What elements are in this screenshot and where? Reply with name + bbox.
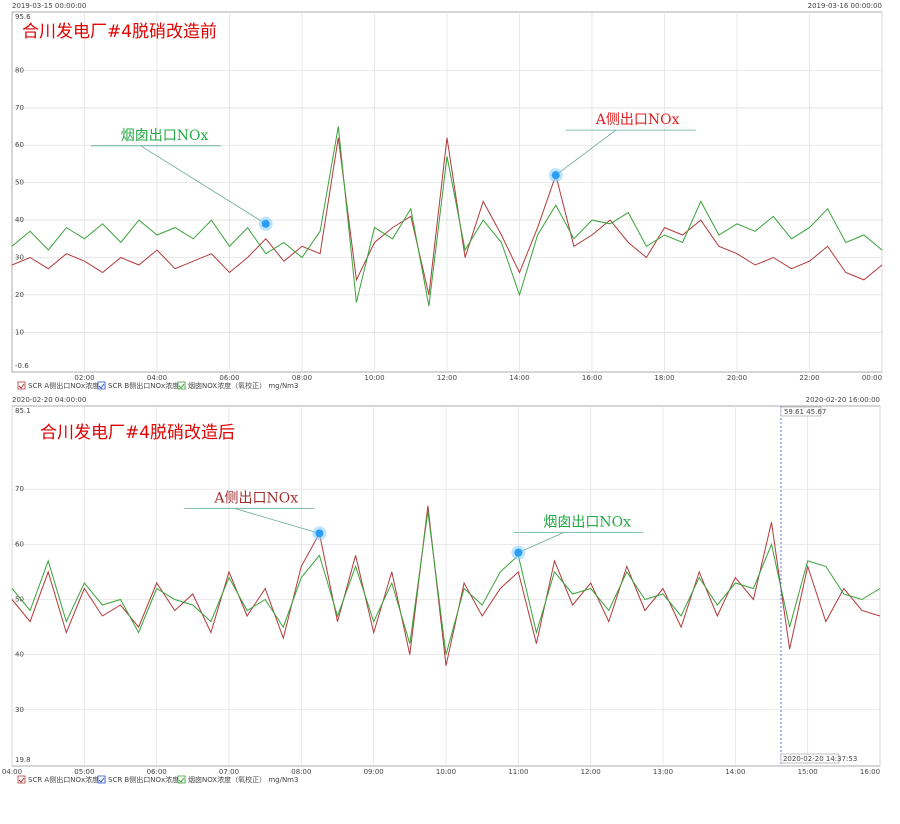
annotation-text: A侧出口NOx	[595, 112, 680, 128]
x-tick-label: 12:00	[437, 374, 457, 382]
start-label: 2020-02-20 04:00:00	[12, 396, 86, 404]
legend-checkbox[interactable]	[177, 775, 186, 784]
y-tick-label: 70	[15, 485, 24, 493]
x-tick-label: 14:00	[725, 768, 745, 776]
cursor-readout: 59.61 45.67	[784, 408, 826, 416]
y-tick-label: 40	[15, 216, 24, 224]
y-tick-label: 20	[15, 291, 24, 299]
x-tick-label: 06:00	[147, 768, 167, 776]
annotation-point	[551, 171, 560, 180]
y-tick-label: 50	[15, 179, 24, 187]
y-tick-label: 30	[15, 253, 24, 261]
legend-checkbox[interactable]	[17, 381, 26, 390]
x-tick-label: 10:00	[436, 768, 456, 776]
annotation-leader	[518, 532, 564, 554]
x-tick-label: 16:00	[582, 374, 602, 382]
annotation-leader	[234, 507, 320, 534]
y-min-label: -0.6	[15, 362, 29, 370]
x-tick-label: 16:00	[860, 768, 880, 776]
x-tick-label: 04:00	[147, 374, 167, 382]
x-tick-label: 09:00	[364, 768, 384, 776]
x-tick-label: 10:00	[364, 374, 384, 382]
annotation-point	[315, 529, 324, 538]
chart-title: 合川发电厂#4脱硝改造后	[40, 423, 235, 443]
y-tick-label: 50	[15, 596, 24, 604]
annotation-text: 烟囱出口NOx	[543, 515, 631, 531]
annotation-leader	[140, 145, 266, 225]
x-tick-label: 12:00	[581, 768, 601, 776]
series-line	[11, 137, 883, 296]
x-tick-label: 20:00	[727, 374, 747, 382]
legend-checkbox[interactable]	[97, 775, 106, 784]
annotation-text: 烟囱出口NOx	[121, 128, 209, 144]
legend-label: 烟囱NOX浓度（氧校正） mg/Nm3	[188, 775, 298, 784]
cursor-readout-box	[780, 406, 822, 417]
annotation-text: A侧出口NOx	[213, 490, 298, 506]
x-tick-label: 00:00	[862, 374, 882, 382]
x-tick-label: 11:00	[508, 768, 528, 776]
cursor-label: 2020-02-20 14:37:53	[783, 755, 857, 763]
start-label: 2019-03-15 00:00:00	[12, 2, 86, 10]
annotation-leader	[555, 129, 616, 176]
y-max-label: 85.1	[15, 407, 31, 415]
x-tick-label: 15:00	[798, 768, 818, 776]
end-label: 2020-02-20 16:00:00	[806, 396, 880, 404]
legend-check	[178, 383, 185, 389]
x-tick-label: 14:00	[509, 374, 529, 382]
x-tick-label: 02:00	[74, 374, 94, 382]
series-line	[11, 505, 881, 666]
legend-checkbox[interactable]	[17, 775, 26, 784]
legend-label: SCR B侧出口NOx浓度高	[108, 775, 186, 784]
y-min-label: 19.8	[15, 756, 31, 764]
series-line	[11, 511, 881, 655]
cursor-label-box	[780, 753, 840, 764]
legend-label: SCR A侧出口NOx浓度高	[28, 381, 106, 390]
y-tick-label: 60	[15, 141, 24, 149]
y-tick-label: 70	[15, 104, 24, 112]
x-tick-label: 04:00	[2, 768, 22, 776]
x-tick-label: 08:00	[291, 768, 311, 776]
y-tick-label: 80	[15, 66, 24, 74]
y-tick-label: 10	[15, 328, 24, 336]
x-tick-label: 05:00	[74, 768, 94, 776]
legend-label: SCR A侧出口NOx浓度高	[28, 775, 106, 784]
legend-label: 烟囱NOX浓度（氧校正） mg/Nm3	[188, 381, 298, 390]
legend-checkbox[interactable]	[177, 381, 186, 390]
y-tick-label: 30	[15, 706, 24, 714]
x-tick-label: 07:00	[219, 768, 239, 776]
x-tick-label: 22:00	[799, 374, 819, 382]
legend-check	[98, 777, 105, 783]
x-tick-label: 18:00	[654, 374, 674, 382]
legend-check	[178, 777, 185, 783]
legend-checkbox[interactable]	[97, 381, 106, 390]
x-tick-label: 06:00	[219, 374, 239, 382]
x-tick-label: 08:00	[292, 374, 312, 382]
series-line	[11, 126, 883, 307]
x-tick-label: 13:00	[653, 768, 673, 776]
y-tick-label: 40	[15, 651, 24, 659]
legend-check	[98, 383, 105, 389]
end-label: 2019-03-16 00:00:00	[808, 2, 882, 10]
annotation-point	[514, 548, 523, 557]
legend-label: SCR B侧出口NOx浓度高	[108, 381, 186, 390]
chart-title: 合川发电厂#4脱硝改造前	[22, 22, 217, 42]
y-max-label: 95.6	[15, 13, 31, 21]
legend-check	[18, 383, 25, 389]
legend-check	[18, 777, 25, 783]
y-tick-label: 60	[15, 540, 24, 548]
annotation-point	[261, 219, 270, 228]
